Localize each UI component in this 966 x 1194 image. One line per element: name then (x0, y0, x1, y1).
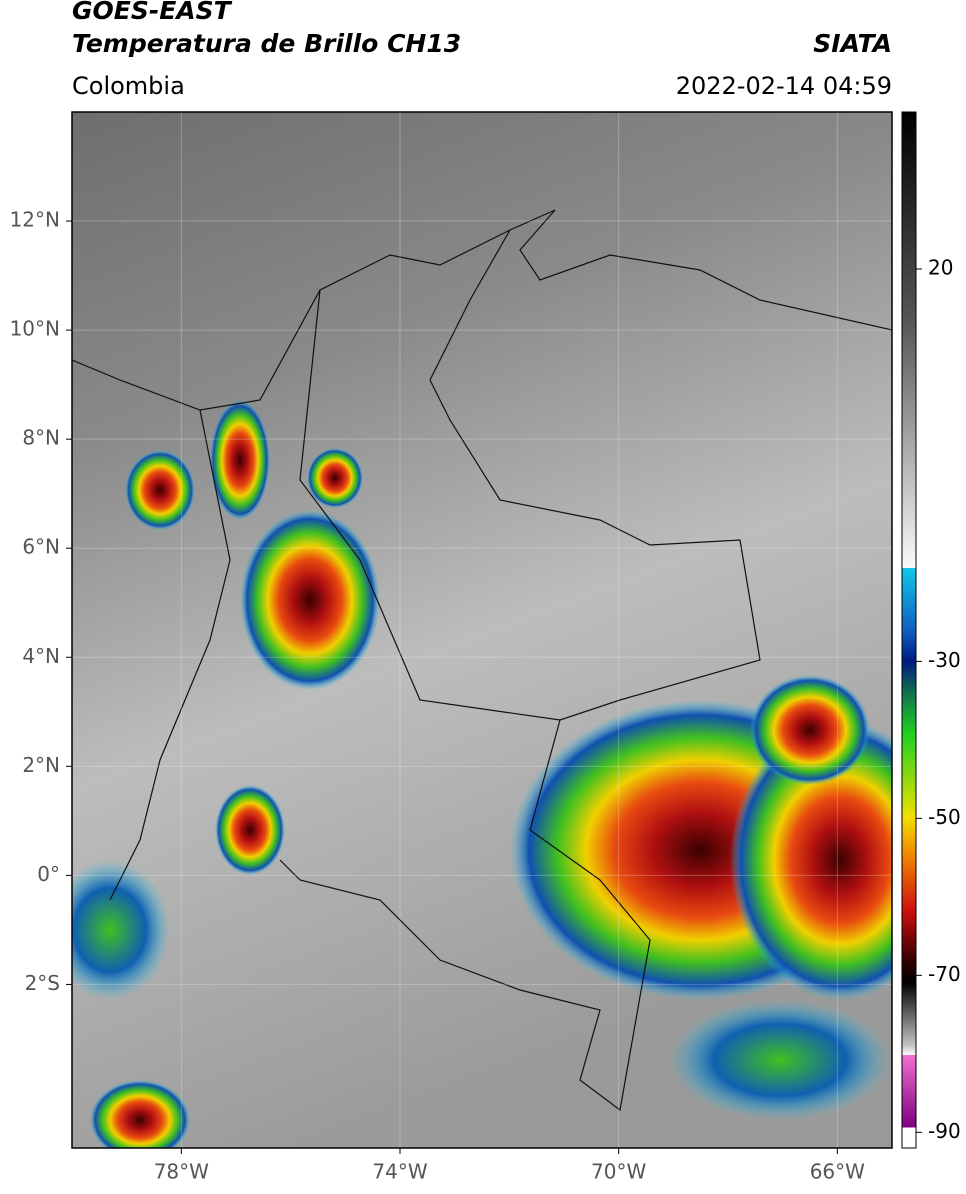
y-tick-label: 12°N (10, 208, 60, 232)
source: SIATA (813, 29, 892, 58)
y-tick-label: 10°N (10, 317, 60, 341)
x-tick-label: 66°W (810, 1160, 865, 1184)
colorbar (901, 111, 917, 1149)
title: GOES-EAST (72, 0, 233, 25)
y-tick-label: 2°S (25, 971, 60, 995)
colorbar-label: -70 (928, 962, 961, 986)
y-tick-label: 6°N (22, 535, 60, 559)
y-tick-label: 0° (37, 862, 60, 886)
colorbar-label: -50 (928, 805, 961, 829)
x-tick-label: 70°W (591, 1160, 646, 1184)
colorbar-label: 20 (928, 255, 953, 279)
timestamp: 2022-02-14 04:59 (676, 72, 892, 100)
colorbar-label: -30 (928, 648, 961, 672)
region: Colombia (72, 72, 185, 100)
y-tick-label: 4°N (22, 644, 60, 668)
y-tick-label: 2°N (22, 753, 60, 777)
satellite-image (72, 112, 892, 1148)
x-tick-label: 78°W (154, 1160, 209, 1184)
subtitle: Temperatura de Brillo CH13 (72, 29, 461, 58)
colorbar-label: -90 (928, 1119, 961, 1143)
y-tick-label: 8°N (22, 426, 60, 450)
map-frame (71, 111, 893, 1149)
x-tick-label: 74°W (372, 1160, 427, 1184)
